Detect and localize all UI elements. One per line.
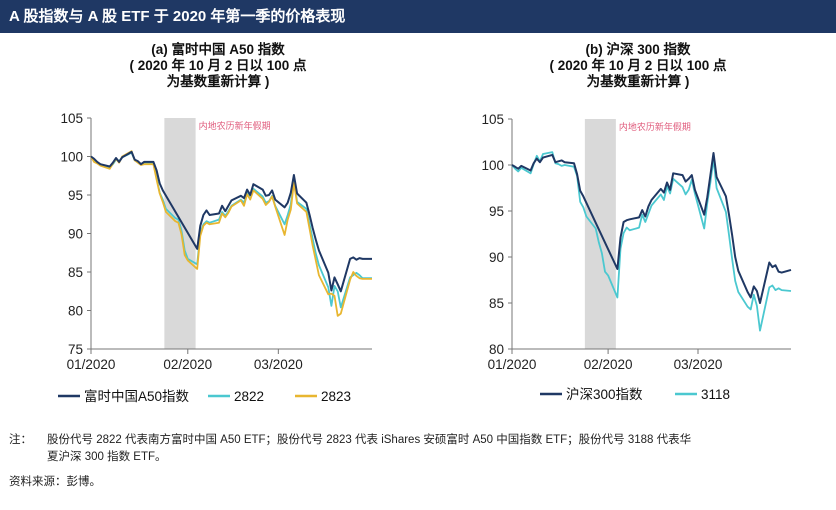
series-line-3118 xyxy=(511,151,792,332)
chart-a: 内地农历新年假期 75 80 85 90 95 100 105 01/2020 02/2020 03… xyxy=(58,111,372,404)
chart-b-title-line1: (b) 沪深 300 指数 xyxy=(585,42,691,57)
legend-label: 3118 xyxy=(701,387,730,402)
notes-line2: 夏沪深 300 指数 ETF。 xyxy=(47,451,167,463)
y-tick-label: 80 xyxy=(489,342,504,357)
chart-a-title-line3: 为基数重新计算 ) xyxy=(166,74,270,89)
y-tick-label: 90 xyxy=(68,227,83,242)
holiday-band xyxy=(164,118,196,349)
y-tick-label: 80 xyxy=(68,304,83,319)
legend-label: 2823 xyxy=(321,389,351,404)
chart-b: 内地农历新年假期 80 85 90 95 100 105 01/2020 02/2020 03/2… xyxy=(481,112,792,402)
y-tick-label: 75 xyxy=(68,342,83,357)
series-line-富时中国A50指数 xyxy=(90,150,372,293)
page-header: A 股指数与 A 股 ETF 于 2020 年第一季的价格表现 xyxy=(0,0,836,33)
y-tick-label: 105 xyxy=(60,111,83,126)
y-tick-label: 95 xyxy=(489,204,504,219)
y-tick-label: 100 xyxy=(481,158,504,173)
y-tick-label: 90 xyxy=(489,250,504,265)
legend-label: 2822 xyxy=(234,389,264,404)
y-tick-label: 85 xyxy=(489,296,504,311)
notes-line1: 股份代号 2822 代表南方富时中国 A50 ETF；股份代号 2823 代表 … xyxy=(47,434,692,446)
chart-a-title: (a) 富时中国 A50 指数 ( 2020 年 10 月 2 日以 100 点… xyxy=(58,42,378,90)
y-tick-label: 105 xyxy=(481,112,504,127)
chart-a-title-line1: (a) 富时中国 A50 指数 xyxy=(151,42,285,57)
x-tick-label: 02/2020 xyxy=(584,357,633,372)
y-tick-label: 100 xyxy=(60,150,83,165)
chart-b-title-line2: ( 2020 年 10 月 2 日以 100 点 xyxy=(549,58,727,73)
chart-b-title: (b) 沪深 300 指数 ( 2020 年 10 月 2 日以 100 点 为… xyxy=(478,42,798,90)
y-tick-label: 85 xyxy=(68,265,83,280)
notes-label: 注： xyxy=(9,434,32,446)
x-tick-label: 01/2020 xyxy=(488,357,537,372)
chart-b-title-line3: 为基数重新计算 ) xyxy=(586,74,690,89)
notes: 注： 股份代号 2822 代表南方富时中国 A50 ETF；股份代号 2823 … xyxy=(9,432,829,466)
series-line-沪深300指数 xyxy=(511,152,792,304)
x-tick-label: 02/2020 xyxy=(163,357,212,372)
chart-a-title-line2: ( 2020 年 10 月 2 日以 100 点 xyxy=(129,58,307,73)
source-note: 资料来源：彭博。 xyxy=(9,476,101,488)
holiday-label: 内地农历新年假期 xyxy=(619,121,691,132)
legend-label: 沪深300指数 xyxy=(566,387,643,402)
page-title: A 股指数与 A 股 ETF 于 2020 年第一季的价格表现 xyxy=(9,8,346,25)
x-tick-label: 01/2020 xyxy=(67,357,116,372)
series-line-2823 xyxy=(90,150,372,317)
holiday-label: 内地农历新年假期 xyxy=(199,120,271,131)
y-tick-label: 95 xyxy=(68,188,83,203)
charts-canvas: 内地农历新年假期 75 80 85 90 95 100 105 01/2020 02/2020 03… xyxy=(58,111,792,404)
x-tick-label: 03/2020 xyxy=(674,357,723,372)
legend-label: 富时中国A50指数 xyxy=(84,388,190,404)
x-tick-label: 03/2020 xyxy=(254,357,303,372)
